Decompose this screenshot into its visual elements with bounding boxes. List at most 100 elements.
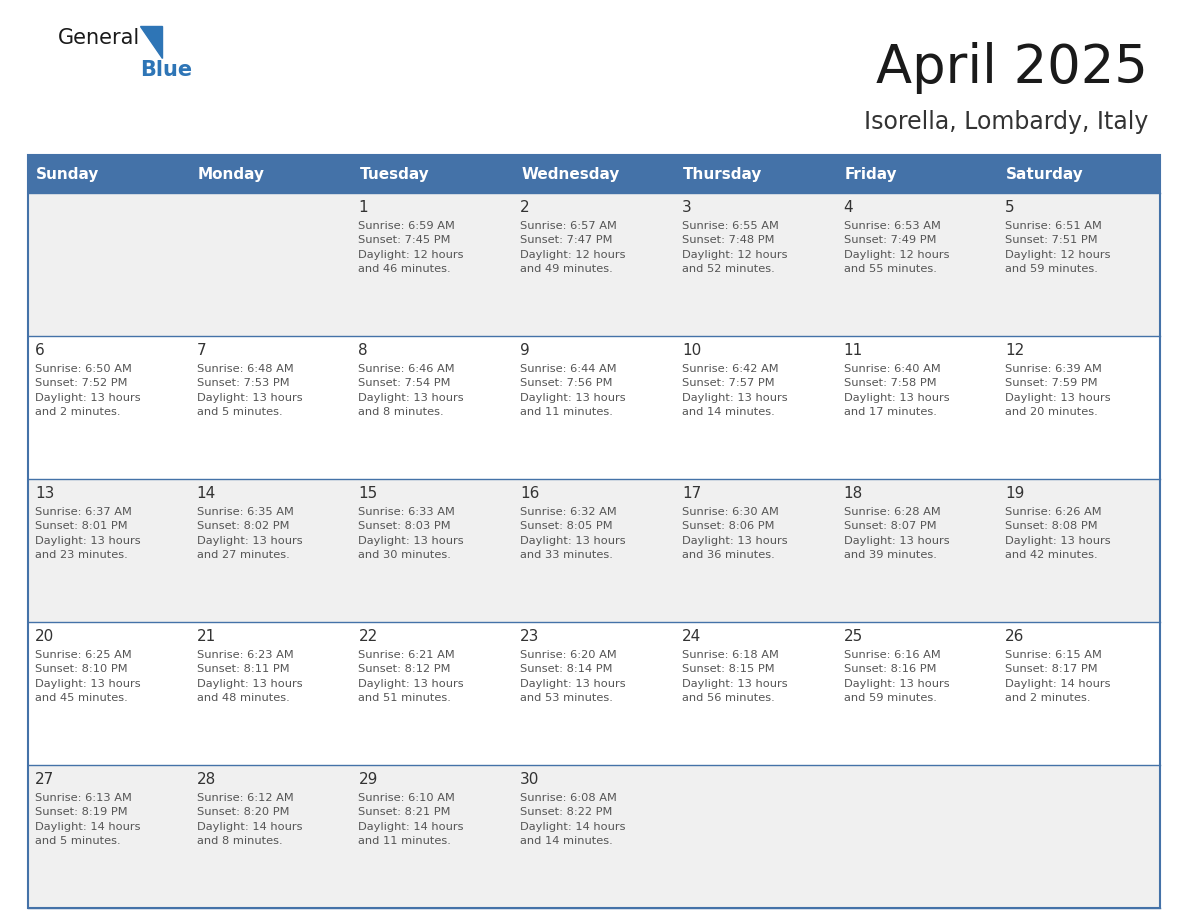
Bar (190, 622, 352, 765)
Text: 9: 9 (520, 343, 530, 358)
Bar (352, 336, 513, 479)
Text: Sunrise: 6:40 AM
Sunset: 7:58 PM
Daylight: 13 hours
and 17 minutes.: Sunrise: 6:40 AM Sunset: 7:58 PM Dayligh… (843, 364, 949, 417)
Text: 20: 20 (34, 629, 55, 644)
Bar (190, 336, 352, 479)
Text: 8: 8 (359, 343, 368, 358)
Bar (29, 622, 190, 765)
Text: Sunrise: 6:30 AM
Sunset: 8:06 PM
Daylight: 13 hours
and 36 minutes.: Sunrise: 6:30 AM Sunset: 8:06 PM Dayligh… (682, 507, 788, 560)
Text: 7: 7 (197, 343, 207, 358)
Bar (352, 479, 513, 622)
Bar (836, 193, 998, 336)
Text: Sunrise: 6:20 AM
Sunset: 8:14 PM
Daylight: 13 hours
and 53 minutes.: Sunrise: 6:20 AM Sunset: 8:14 PM Dayligh… (520, 650, 626, 703)
Text: Blue: Blue (140, 60, 192, 80)
Text: Sunrise: 6:12 AM
Sunset: 8:20 PM
Daylight: 14 hours
and 8 minutes.: Sunrise: 6:12 AM Sunset: 8:20 PM Dayligh… (197, 793, 302, 846)
Text: Sunrise: 6:35 AM
Sunset: 8:02 PM
Daylight: 13 hours
and 27 minutes.: Sunrise: 6:35 AM Sunset: 8:02 PM Dayligh… (197, 507, 302, 560)
Bar (352, 155, 513, 193)
Text: 30: 30 (520, 772, 539, 787)
Text: Sunrise: 6:23 AM
Sunset: 8:11 PM
Daylight: 13 hours
and 48 minutes.: Sunrise: 6:23 AM Sunset: 8:11 PM Dayligh… (197, 650, 302, 703)
Bar (190, 155, 352, 193)
Text: Sunrise: 6:13 AM
Sunset: 8:19 PM
Daylight: 14 hours
and 5 minutes.: Sunrise: 6:13 AM Sunset: 8:19 PM Dayligh… (34, 793, 140, 846)
Text: 1: 1 (359, 200, 368, 215)
Bar (29, 336, 190, 479)
Text: Sunrise: 6:57 AM
Sunset: 7:47 PM
Daylight: 12 hours
and 49 minutes.: Sunrise: 6:57 AM Sunset: 7:47 PM Dayligh… (520, 221, 626, 274)
Text: 25: 25 (843, 629, 862, 644)
Bar (190, 479, 352, 622)
Text: Sunrise: 6:15 AM
Sunset: 8:17 PM
Daylight: 14 hours
and 2 minutes.: Sunrise: 6:15 AM Sunset: 8:17 PM Dayligh… (1005, 650, 1111, 703)
Bar (29, 765, 190, 908)
Bar (513, 336, 675, 479)
Text: 4: 4 (843, 200, 853, 215)
Text: Thursday: Thursday (683, 166, 763, 182)
Bar (190, 765, 352, 908)
Text: Saturday: Saturday (1006, 166, 1083, 182)
Bar (836, 336, 998, 479)
Bar (998, 765, 1159, 908)
Text: Sunrise: 6:21 AM
Sunset: 8:12 PM
Daylight: 13 hours
and 51 minutes.: Sunrise: 6:21 AM Sunset: 8:12 PM Dayligh… (359, 650, 465, 703)
Text: Sunrise: 6:10 AM
Sunset: 8:21 PM
Daylight: 14 hours
and 11 minutes.: Sunrise: 6:10 AM Sunset: 8:21 PM Dayligh… (359, 793, 465, 846)
Text: Sunrise: 6:16 AM
Sunset: 8:16 PM
Daylight: 13 hours
and 59 minutes.: Sunrise: 6:16 AM Sunset: 8:16 PM Dayligh… (843, 650, 949, 703)
Bar (29, 155, 190, 193)
Text: 14: 14 (197, 486, 216, 501)
Text: 2: 2 (520, 200, 530, 215)
Bar (352, 765, 513, 908)
Text: 23: 23 (520, 629, 539, 644)
Bar (352, 622, 513, 765)
Bar (675, 479, 836, 622)
Bar (836, 765, 998, 908)
Text: Sunday: Sunday (36, 166, 100, 182)
Text: 18: 18 (843, 486, 862, 501)
Bar (513, 479, 675, 622)
Text: Sunrise: 6:55 AM
Sunset: 7:48 PM
Daylight: 12 hours
and 52 minutes.: Sunrise: 6:55 AM Sunset: 7:48 PM Dayligh… (682, 221, 788, 274)
Text: 29: 29 (359, 772, 378, 787)
Text: Sunrise: 6:08 AM
Sunset: 8:22 PM
Daylight: 14 hours
and 14 minutes.: Sunrise: 6:08 AM Sunset: 8:22 PM Dayligh… (520, 793, 626, 846)
Text: Monday: Monday (197, 166, 265, 182)
Bar (998, 155, 1159, 193)
Bar (29, 193, 190, 336)
Bar (675, 622, 836, 765)
Text: 13: 13 (34, 486, 55, 501)
Text: 17: 17 (682, 486, 701, 501)
Text: 28: 28 (197, 772, 216, 787)
Text: 16: 16 (520, 486, 539, 501)
Text: Sunrise: 6:59 AM
Sunset: 7:45 PM
Daylight: 12 hours
and 46 minutes.: Sunrise: 6:59 AM Sunset: 7:45 PM Dayligh… (359, 221, 465, 274)
Text: Sunrise: 6:50 AM
Sunset: 7:52 PM
Daylight: 13 hours
and 2 minutes.: Sunrise: 6:50 AM Sunset: 7:52 PM Dayligh… (34, 364, 140, 417)
Bar (836, 622, 998, 765)
Bar (513, 765, 675, 908)
Text: 19: 19 (1005, 486, 1025, 501)
Text: Sunrise: 6:37 AM
Sunset: 8:01 PM
Daylight: 13 hours
and 23 minutes.: Sunrise: 6:37 AM Sunset: 8:01 PM Dayligh… (34, 507, 140, 560)
Bar (675, 765, 836, 908)
Text: 3: 3 (682, 200, 691, 215)
Text: Wednesday: Wednesday (522, 166, 619, 182)
Text: 27: 27 (34, 772, 55, 787)
Text: 21: 21 (197, 629, 216, 644)
Text: 26: 26 (1005, 629, 1025, 644)
Text: General: General (58, 28, 140, 48)
Bar (513, 622, 675, 765)
Bar (29, 155, 1159, 908)
Polygon shape (140, 26, 162, 58)
Text: Friday: Friday (845, 166, 897, 182)
Text: Isorella, Lombardy, Italy: Isorella, Lombardy, Italy (864, 110, 1148, 134)
Text: 15: 15 (359, 486, 378, 501)
Text: 11: 11 (843, 343, 862, 358)
Text: Sunrise: 6:44 AM
Sunset: 7:56 PM
Daylight: 13 hours
and 11 minutes.: Sunrise: 6:44 AM Sunset: 7:56 PM Dayligh… (520, 364, 626, 417)
Text: Sunrise: 6:32 AM
Sunset: 8:05 PM
Daylight: 13 hours
and 33 minutes.: Sunrise: 6:32 AM Sunset: 8:05 PM Dayligh… (520, 507, 626, 560)
Text: Sunrise: 6:46 AM
Sunset: 7:54 PM
Daylight: 13 hours
and 8 minutes.: Sunrise: 6:46 AM Sunset: 7:54 PM Dayligh… (359, 364, 465, 417)
Text: Sunrise: 6:28 AM
Sunset: 8:07 PM
Daylight: 13 hours
and 39 minutes.: Sunrise: 6:28 AM Sunset: 8:07 PM Dayligh… (843, 507, 949, 560)
Bar (836, 155, 998, 193)
Text: April 2025: April 2025 (876, 42, 1148, 94)
Text: 12: 12 (1005, 343, 1024, 358)
Bar (675, 193, 836, 336)
Text: Sunrise: 6:53 AM
Sunset: 7:49 PM
Daylight: 12 hours
and 55 minutes.: Sunrise: 6:53 AM Sunset: 7:49 PM Dayligh… (843, 221, 949, 274)
Bar (675, 155, 836, 193)
Bar (998, 193, 1159, 336)
Bar (352, 193, 513, 336)
Text: Sunrise: 6:25 AM
Sunset: 8:10 PM
Daylight: 13 hours
and 45 minutes.: Sunrise: 6:25 AM Sunset: 8:10 PM Dayligh… (34, 650, 140, 703)
Bar (998, 336, 1159, 479)
Text: Sunrise: 6:39 AM
Sunset: 7:59 PM
Daylight: 13 hours
and 20 minutes.: Sunrise: 6:39 AM Sunset: 7:59 PM Dayligh… (1005, 364, 1111, 417)
Text: Sunrise: 6:48 AM
Sunset: 7:53 PM
Daylight: 13 hours
and 5 minutes.: Sunrise: 6:48 AM Sunset: 7:53 PM Dayligh… (197, 364, 302, 417)
Bar (998, 622, 1159, 765)
Text: 10: 10 (682, 343, 701, 358)
Text: 6: 6 (34, 343, 45, 358)
Text: 22: 22 (359, 629, 378, 644)
